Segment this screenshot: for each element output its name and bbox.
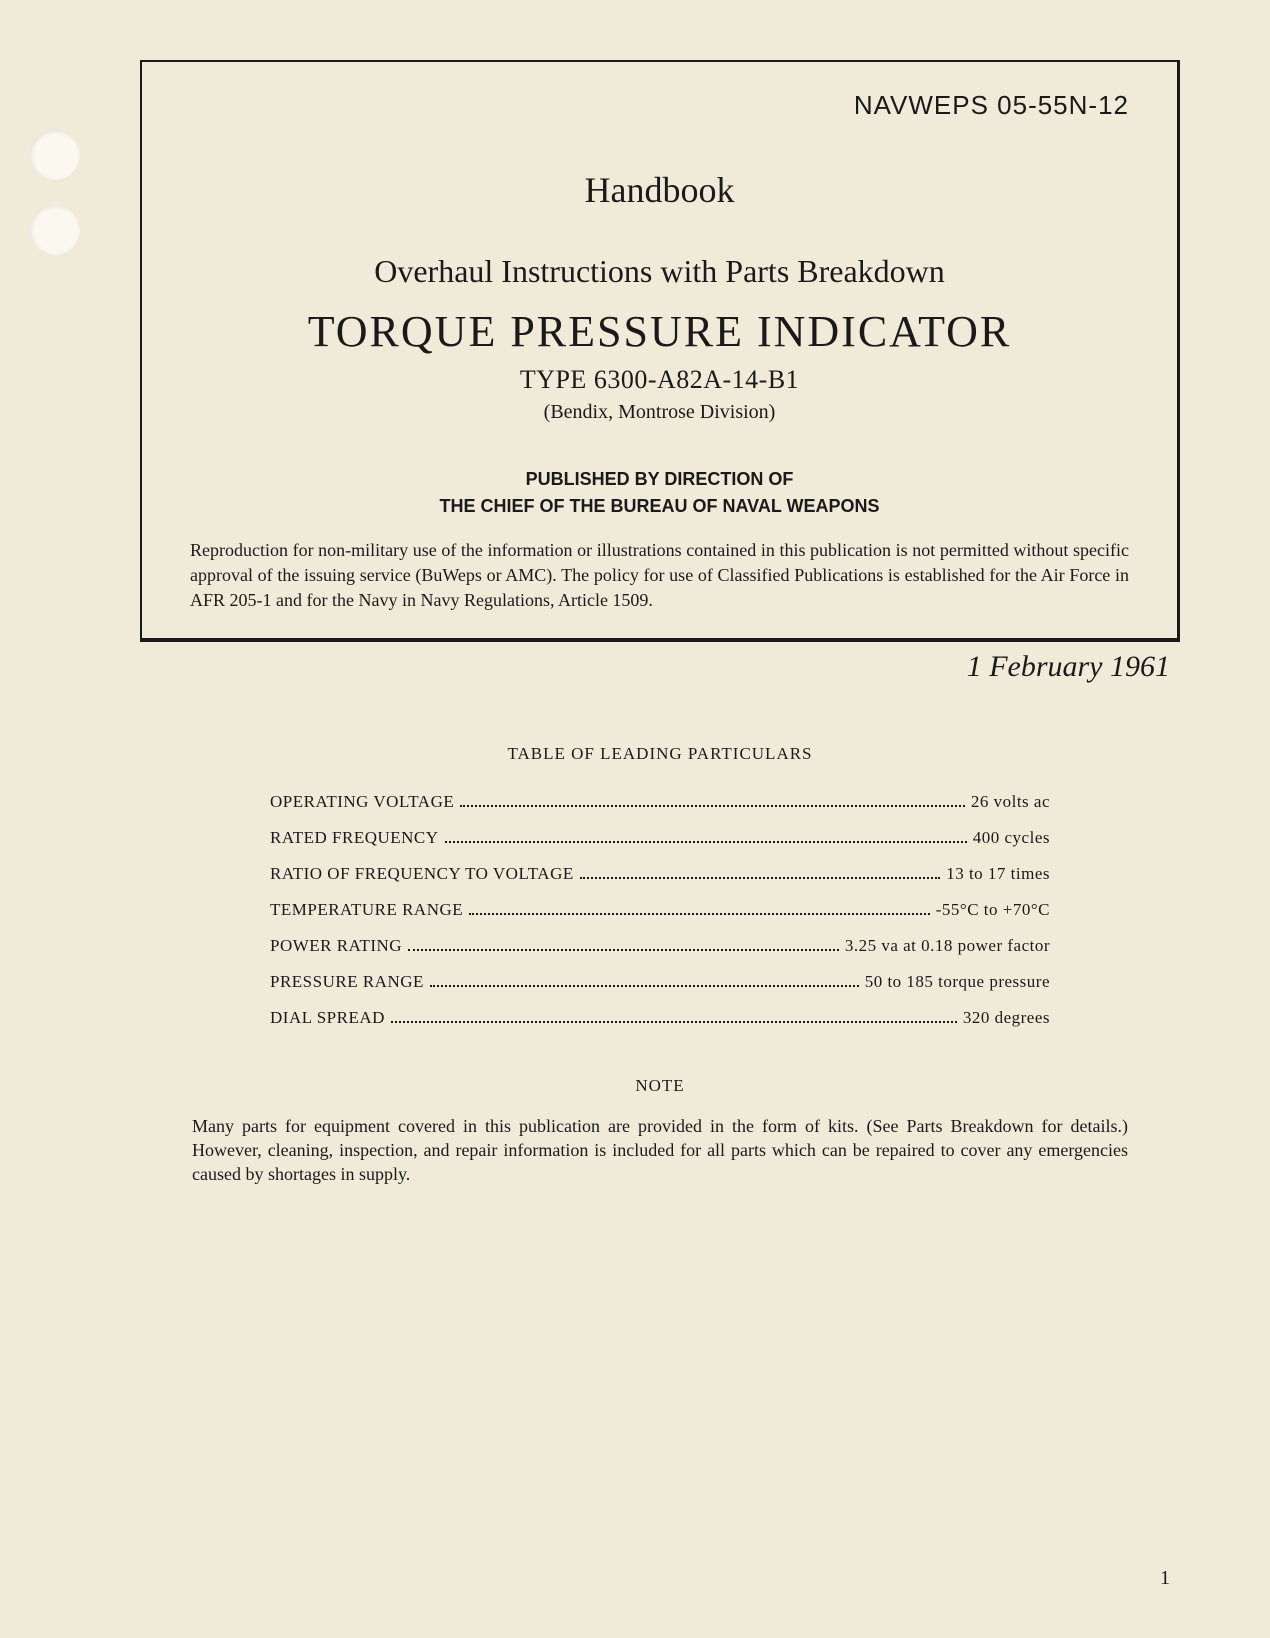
note-body: Many parts for equipment covered in this… [192, 1114, 1128, 1187]
row-value: 50 to 185 torque pressure [865, 972, 1050, 992]
leader-dots [469, 913, 930, 915]
row-value: 13 to 17 times [946, 864, 1050, 884]
handbook-label: Handbook [190, 169, 1129, 211]
row-label: DIAL SPREAD [270, 1008, 385, 1028]
reproduction-notice: Reproduction for non-military use of the… [190, 538, 1129, 614]
row-label: PRESSURE RANGE [270, 972, 424, 992]
row-value: 26 volts ac [971, 792, 1050, 812]
leader-dots [408, 949, 839, 951]
page-number: 1 [1160, 1567, 1170, 1590]
table-title: TABLE OF LEADING PARTICULARS [140, 744, 1180, 764]
table-row: RATED FREQUENCY 400 cycles [270, 828, 1050, 848]
division: (Bendix, Montrose Division) [190, 401, 1129, 424]
row-label: POWER RATING [270, 936, 402, 956]
publisher-line1: PUBLISHED BY DIRECTION OF [526, 469, 794, 489]
row-label: TEMPERATURE RANGE [270, 900, 463, 920]
row-label: OPERATING VOLTAGE [270, 792, 454, 812]
row-value: 3.25 va at 0.18 power factor [845, 936, 1050, 956]
doc-number: NAVWEPS 05-55N-12 [190, 90, 1129, 121]
main-title: TORQUE PRESSURE INDICATOR [190, 306, 1129, 357]
row-label: RATIO OF FREQUENCY TO VOLTAGE [270, 864, 574, 884]
particulars-table: OPERATING VOLTAGE 26 volts ac RATED FREQUE… [270, 792, 1050, 1028]
table-row: TEMPERATURE RANGE -55°C to +70°C [270, 900, 1050, 920]
title-frame: NAVWEPS 05-55N-12 Handbook Overhaul Inst… [140, 60, 1180, 642]
table-row: DIAL SPREAD 320 degrees [270, 1008, 1050, 1028]
document-page: NAVWEPS 05-55N-12 Handbook Overhaul Inst… [0, 0, 1270, 1638]
note-title: NOTE [140, 1076, 1180, 1096]
leader-dots [445, 841, 967, 843]
publisher-line2: THE CHIEF OF THE BUREAU OF NAVAL WEAPONS [439, 496, 879, 516]
table-row: RATIO OF FREQUENCY TO VOLTAGE 13 to 17 ti… [270, 864, 1050, 884]
row-value: -55°C to +70°C [936, 900, 1050, 920]
leader-dots [430, 985, 859, 987]
table-row: OPERATING VOLTAGE 26 volts ac [270, 792, 1050, 812]
type-line: TYPE 6300-A82A-14-B1 [190, 365, 1129, 395]
row-value: 320 degrees [963, 1008, 1050, 1028]
leader-dots [580, 877, 940, 879]
publisher: PUBLISHED BY DIRECTION OF THE CHIEF OF T… [190, 466, 1129, 520]
leader-dots [460, 805, 965, 807]
row-label: RATED FREQUENCY [270, 828, 439, 848]
subtitle: Overhaul Instructions with Parts Breakdo… [190, 253, 1129, 290]
row-value: 400 cycles [973, 828, 1050, 848]
table-row: PRESSURE RANGE 50 to 185 torque pressure [270, 972, 1050, 992]
table-row: POWER RATING 3.25 va at 0.18 power factor [270, 936, 1050, 956]
publication-date: 1 February 1961 [140, 650, 1180, 684]
leader-dots [391, 1021, 957, 1023]
